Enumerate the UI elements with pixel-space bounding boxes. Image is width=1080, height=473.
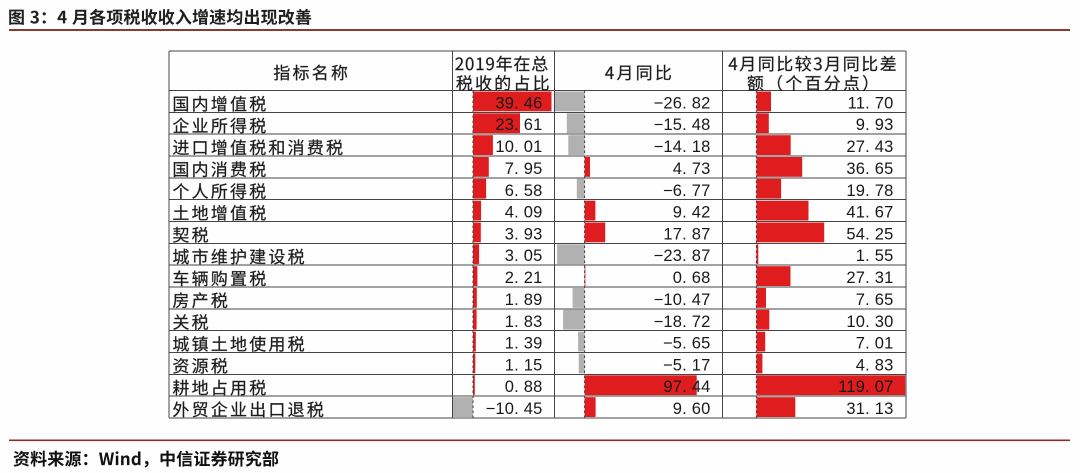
- svg-text:119. 07: 119. 07: [838, 378, 893, 396]
- svg-text:−14. 18: −14. 18: [654, 138, 711, 156]
- svg-text:7. 01: 7. 01: [856, 335, 894, 353]
- svg-text:2. 21: 2. 21: [505, 269, 543, 287]
- svg-text:0. 68: 0. 68: [673, 269, 711, 287]
- svg-text:−15. 48: −15. 48: [654, 116, 711, 134]
- svg-text:−6. 77: −6. 77: [663, 182, 711, 200]
- svg-text:−23. 87: −23. 87: [654, 247, 711, 265]
- svg-text:7. 95: 7. 95: [505, 160, 543, 178]
- svg-text:3. 93: 3. 93: [505, 225, 543, 243]
- svg-text:1. 89: 1. 89: [505, 291, 543, 309]
- svg-text:17. 87: 17. 87: [663, 225, 710, 243]
- svg-text:9. 93: 9. 93: [856, 116, 894, 134]
- svg-text:−10. 45: −10. 45: [486, 400, 543, 418]
- svg-text:−18. 72: −18. 72: [654, 313, 711, 331]
- svg-text:0. 88: 0. 88: [505, 378, 543, 396]
- svg-text:−5. 17: −5. 17: [663, 356, 711, 374]
- svg-text:1. 15: 1. 15: [505, 356, 543, 374]
- svg-text:54. 25: 54. 25: [846, 225, 893, 243]
- svg-text:1. 55: 1. 55: [856, 247, 894, 265]
- svg-text:11. 70: 11. 70: [848, 94, 894, 112]
- svg-text:31. 13: 31. 13: [846, 400, 893, 418]
- svg-text:36. 65: 36. 65: [846, 160, 893, 178]
- svg-text:6. 58: 6. 58: [505, 182, 543, 200]
- svg-text:97. 44: 97. 44: [663, 378, 710, 396]
- svg-text:27. 43: 27. 43: [846, 138, 893, 156]
- svg-text:9. 60: 9. 60: [673, 400, 711, 418]
- svg-text:10. 01: 10. 01: [495, 138, 542, 156]
- svg-text:1. 39: 1. 39: [505, 335, 543, 353]
- svg-text:27. 31: 27. 31: [846, 269, 893, 287]
- svg-text:9. 42: 9. 42: [673, 204, 711, 222]
- svg-text:7. 65: 7. 65: [856, 291, 894, 309]
- svg-text:19. 78: 19. 78: [846, 182, 893, 200]
- svg-text:−26. 82: −26. 82: [654, 94, 711, 112]
- svg-text:10. 30: 10. 30: [846, 313, 893, 331]
- svg-text:3. 05: 3. 05: [505, 247, 543, 265]
- svg-text:−10. 47: −10. 47: [654, 291, 711, 309]
- svg-text:4. 73: 4. 73: [673, 160, 711, 178]
- svg-text:39. 46: 39. 46: [495, 94, 542, 112]
- svg-text:−5. 65: −5. 65: [663, 335, 711, 353]
- svg-text:4. 83: 4. 83: [856, 356, 894, 374]
- svg-text:23. 61: 23. 61: [495, 116, 542, 134]
- svg-text:4. 09: 4. 09: [505, 204, 543, 222]
- svg-text:1. 83: 1. 83: [505, 313, 543, 331]
- svg-text:41. 67: 41. 67: [846, 204, 893, 222]
